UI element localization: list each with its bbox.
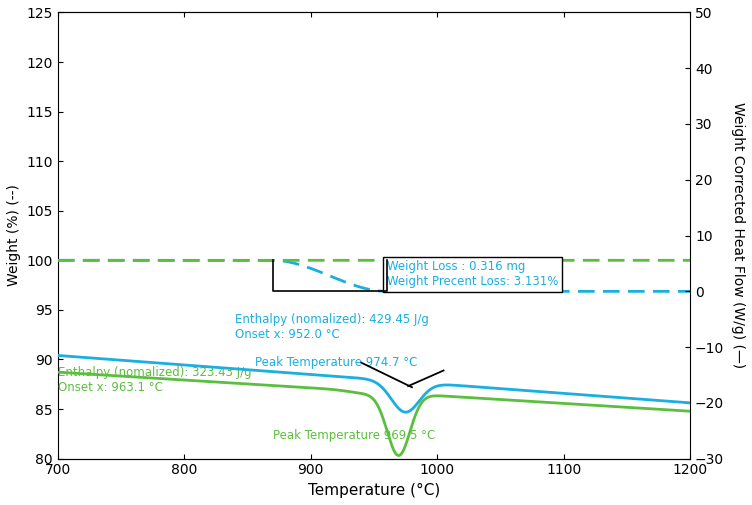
Text: Peak Temperature 969.5 °C: Peak Temperature 969.5 °C bbox=[273, 429, 435, 442]
Text: Weight Loss : 0.316 mg
Weight Precent Loss: 3.131%: Weight Loss : 0.316 mg Weight Precent Lo… bbox=[387, 260, 558, 288]
Y-axis label: Weight Corrected Heat Flow (W/g) (—): Weight Corrected Heat Flow (W/g) (—) bbox=[731, 103, 745, 369]
Y-axis label: Weight (%) (--): Weight (%) (--) bbox=[7, 185, 21, 286]
Text: Enthalpy (nomalized): 429.45 J/g
Onset x: 952.0 °C: Enthalpy (nomalized): 429.45 J/g Onset x… bbox=[235, 313, 429, 341]
Text: Peak Temperature 974.7 °C: Peak Temperature 974.7 °C bbox=[255, 357, 417, 370]
Text: Enthalpy (nomalized): 323.43 J/g
Onset x: 963.1 °C: Enthalpy (nomalized): 323.43 J/g Onset x… bbox=[58, 366, 251, 394]
X-axis label: Temperature (°C): Temperature (°C) bbox=[308, 483, 440, 498]
